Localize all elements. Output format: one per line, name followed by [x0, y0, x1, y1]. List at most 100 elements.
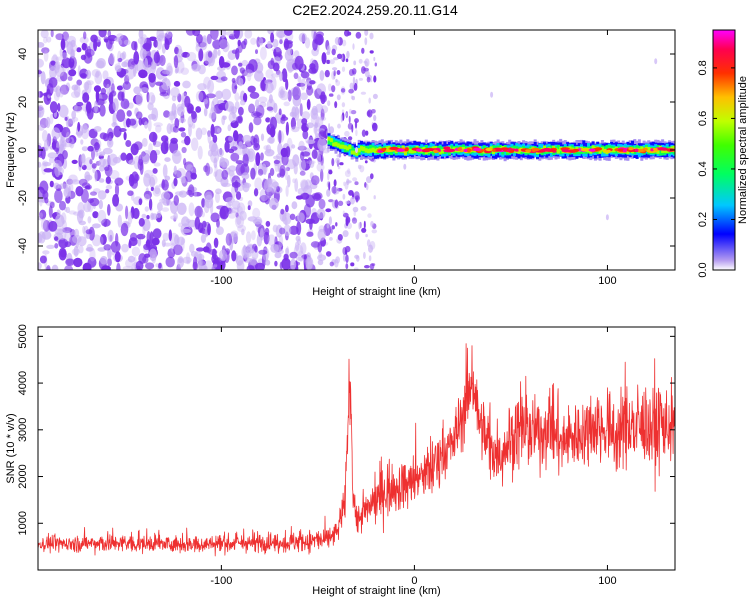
- spectrogram-noise-blob: [251, 230, 256, 241]
- spectrogram-tone-segment: [441, 149, 444, 154]
- spectrogram-noise-blob: [268, 94, 273, 104]
- spectrogram-noise-blob: [46, 265, 51, 270]
- spectrogram-noise-blob: [150, 212, 155, 221]
- spectrogram-noise-blob: [348, 190, 354, 196]
- spectrogram-noise-blob: [312, 38, 318, 51]
- spectrogram-noise-blob: [263, 231, 270, 245]
- spectrogram-noise-blob: [155, 81, 164, 86]
- spectrogram-noise-blob: [72, 104, 83, 112]
- spectrogram-noise-blob: [221, 169, 229, 180]
- spectrogram-noise-blob: [84, 48, 95, 57]
- spectrogram-noise-blob: [284, 166, 288, 181]
- spectrogram-noise-blob: [266, 106, 274, 111]
- spectrogram-noise-blob: [186, 252, 190, 263]
- spectrogram-noise-blob: [150, 60, 157, 74]
- spectrogram-noise-blob: [135, 92, 143, 106]
- spectrogram-noise-blob: [302, 130, 309, 140]
- spectrogram-noise-blob: [156, 210, 162, 218]
- spectrogram-noise-blob: [103, 78, 111, 89]
- spectrogram-noise-blob: [235, 160, 244, 165]
- spectrogram-noise-blob: [151, 254, 156, 264]
- spectrogram-noise-blob: [153, 51, 161, 64]
- spectrogram-noise-blob: [357, 164, 362, 170]
- spectrogram-noise-blob: [94, 71, 103, 85]
- spectrogram-noise-blob: [348, 115, 351, 124]
- spectrogram-noise-blob: [106, 127, 114, 142]
- spectrogram-noise-blob: [255, 49, 258, 54]
- spectrogram-noise-blob: [360, 91, 367, 95]
- spectrogram-noise-blob: [195, 44, 201, 52]
- spectrogram-noise-blob: [93, 85, 102, 93]
- spectrogram-noise-blob: [238, 106, 244, 116]
- spectrogram-tone-segment: [413, 148, 417, 153]
- spectrogram-noise-blob: [163, 242, 172, 247]
- spectrogram-noise-blob: [131, 40, 137, 51]
- spectrogram-noise-blob: [221, 88, 232, 101]
- spectrogram-tone-segment: [329, 139, 333, 146]
- spectrogram-noise-blob: [283, 224, 292, 237]
- spectrogram-noise-blob: [215, 226, 224, 236]
- spectrogram-noise-blob: [318, 198, 326, 210]
- spectrogram-noise-blob: [100, 87, 107, 95]
- spectrogram-noise-blob: [64, 265, 73, 270]
- spectrogram-noise-blob: [247, 205, 251, 211]
- spectrogram-noise-blob: [303, 203, 312, 218]
- spectrogram-noise-blob: [235, 191, 242, 200]
- spectrogram-noise-blob: [337, 123, 341, 129]
- spectrogram-noise-blob: [101, 265, 111, 270]
- spectrogram-noise-blob: [291, 144, 296, 149]
- spectrogram-noise-blob: [353, 211, 356, 217]
- spectrogram-tone-segment: [329, 138, 333, 143]
- spectrogram-noise-blob: [59, 200, 66, 211]
- spectrogram-noise-blob: [183, 158, 187, 166]
- spectrogram-noise-blob: [128, 118, 137, 126]
- spectrogram-noise-blob: [166, 123, 173, 135]
- spectrogram-noise-blob: [318, 251, 323, 259]
- spectrogram-noise-blob: [238, 141, 244, 150]
- spectrogram-noise-blob: [340, 114, 343, 123]
- spectrogram-noise-blob: [335, 187, 340, 195]
- spectrogram-noise-blob: [345, 58, 349, 63]
- spectrogram-noise-blob: [236, 215, 242, 226]
- spectrogram-noise-blob: [189, 243, 195, 253]
- x-tick-label: 0: [411, 575, 417, 587]
- spectrogram-tone-segment: [640, 146, 644, 151]
- spectrogram-noise-blob: [123, 131, 127, 141]
- spectrogram-noise-blob: [38, 233, 43, 244]
- spectrogram-tone-peak: [606, 149, 611, 153]
- spectrogram-tone-peak: [650, 148, 654, 152]
- spectrogram-noise-blob: [150, 186, 154, 192]
- spectrogram-noise-blob: [192, 256, 198, 270]
- spectrogram-noise-blob: [154, 185, 161, 195]
- spectrogram-noise-blob: [94, 170, 98, 182]
- spectrogram-tone-segment: [401, 145, 405, 150]
- spectrogram-noise-blob: [233, 30, 240, 39]
- spectrogram-noise-blob: [231, 250, 237, 262]
- spectrogram-noise-blob: [300, 242, 307, 255]
- spectrogram-noise-blob: [244, 252, 252, 258]
- spectrogram-noise-blob: [347, 168, 351, 175]
- spectrogram-noise-blob: [235, 163, 245, 176]
- spectrogram-noise-blob: [344, 181, 349, 190]
- spectrogram-noise-blob: [82, 225, 86, 234]
- spectrogram-noise-blob: [174, 234, 180, 246]
- spectrogram-noise-blob: [93, 38, 98, 52]
- spectrogram-noise-blob: [105, 176, 112, 184]
- spectrogram-tone-segment: [348, 146, 352, 156]
- spectrogram-noise-blob: [146, 91, 150, 103]
- spectrogram-noise-blob: [110, 241, 121, 253]
- spectrogram-noise-blob: [294, 241, 300, 252]
- spectrogram-noise-blob: [274, 260, 278, 267]
- spectrogram-noise-blob: [38, 58, 44, 68]
- spectrogram-noise-blob: [278, 129, 282, 144]
- spectrogram-noise-blob: [203, 107, 208, 117]
- spectrogram-noise-blob: [71, 159, 78, 164]
- spectrogram-noise-blob: [346, 180, 352, 184]
- x-tick-label: 100: [598, 275, 616, 287]
- spectrogram-tone-peak: [525, 149, 532, 153]
- spectrogram-noise-blob: [66, 41, 74, 55]
- spectrogram-noise-blob: [41, 130, 48, 142]
- spectrogram-noise-blob: [329, 59, 335, 65]
- spectrogram-noise-blob: [39, 180, 49, 194]
- spectrogram-noise-blob: [180, 176, 186, 184]
